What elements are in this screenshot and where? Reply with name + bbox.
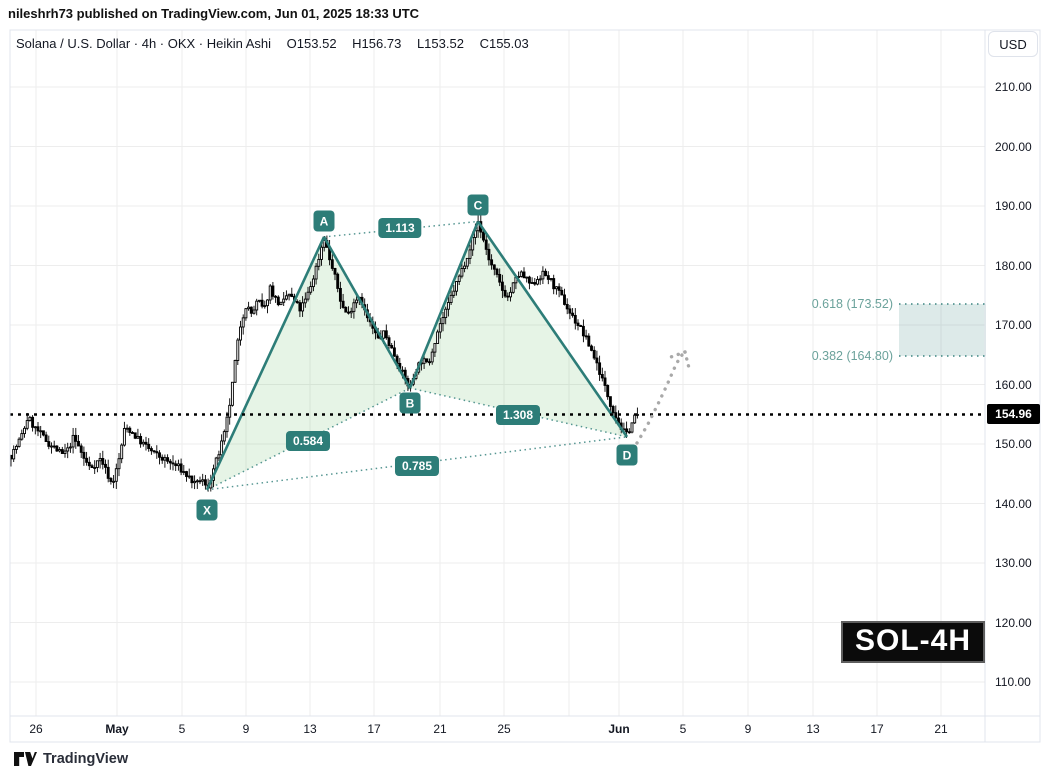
pattern-point-label-b[interactable]: B	[399, 392, 421, 414]
fib-retracement-zone	[899, 303, 986, 357]
x-axis-label: 5	[679, 722, 687, 736]
symbol-header: Solana / U.S. Dollar · 4h · OKX · Heikin…	[16, 36, 529, 51]
ohlc-low: L153.52	[416, 36, 464, 51]
x-axis-label: Jun	[608, 722, 630, 736]
x-axis-label: 13	[806, 722, 820, 736]
fib-level-label[interactable]: 0.382 (164.80)	[811, 348, 893, 363]
y-axis-label: 110.00	[995, 675, 1031, 689]
pattern-ratio-label[interactable]: 0.785	[394, 456, 440, 476]
x-axis-label: May	[105, 722, 129, 736]
x-axis-label: 9	[744, 722, 752, 736]
pattern-point-label-a[interactable]: A	[313, 210, 335, 232]
pattern-point-label-d[interactable]: D	[616, 444, 638, 466]
pattern-ratio-label[interactable]: 0.584	[285, 431, 331, 451]
current-price-label: 154.96	[987, 404, 1040, 424]
symbol-title[interactable]: Solana / U.S. Dollar · 4h · OKX · Heikin…	[16, 36, 272, 51]
x-axis-label: 21	[433, 722, 447, 736]
y-axis-label: 190.00	[995, 199, 1032, 213]
x-axis-label: 21	[934, 722, 948, 736]
y-axis-label: 150.00	[995, 437, 1032, 451]
pattern-ratio-label[interactable]: 1.113	[378, 218, 422, 238]
y-axis-label: 180.00	[995, 258, 1032, 273]
watermark-label: SOL-4H	[841, 621, 986, 663]
tradingview-footer[interactable]: TradingView	[14, 751, 128, 767]
y-axis-label: 120.00	[995, 615, 1032, 630]
x-axis-label: 9	[242, 722, 250, 736]
tradingview-logo-icon	[14, 752, 37, 766]
ohlc-high: H156.73	[352, 36, 402, 51]
grid-lines	[10, 30, 985, 716]
candlesticks	[9, 214, 639, 492]
pattern-ratio-label[interactable]: 1.308	[495, 405, 541, 425]
y-axis-label: 200.00	[995, 139, 1032, 154]
y-axis-label: 210.00	[995, 80, 1032, 94]
tradingview-brand-text: TradingView	[43, 751, 129, 767]
x-axis-label: 25	[497, 722, 511, 736]
y-axis-label: 140.00	[995, 496, 1032, 511]
attribution-text: nileshrh73 published on TradingView.com,…	[8, 6, 420, 21]
fib-level-label[interactable]: 0.618 (173.52)	[811, 297, 893, 312]
currency-toggle-button[interactable]: USD	[988, 31, 1038, 57]
ohlc-open: O153.52	[286, 36, 337, 51]
y-axis-label: 170.00	[995, 318, 1032, 332]
pattern-point-label-x[interactable]: X	[196, 499, 218, 521]
x-axis-label: 26	[29, 722, 43, 736]
y-axis-label: 160.00	[995, 377, 1032, 392]
x-axis-label: 5	[178, 722, 186, 736]
y-axis-label: 130.00	[995, 556, 1032, 570]
x-axis-label: 17	[870, 722, 884, 736]
projection-arrow	[635, 350, 692, 445]
pattern-point-label-c[interactable]: C	[467, 194, 489, 216]
ohlc-close: C155.03	[479, 36, 529, 51]
x-axis-label: 13	[303, 722, 317, 736]
x-axis-label: 17	[367, 722, 381, 736]
xabcd-pattern-solid-lines	[205, 220, 629, 491]
